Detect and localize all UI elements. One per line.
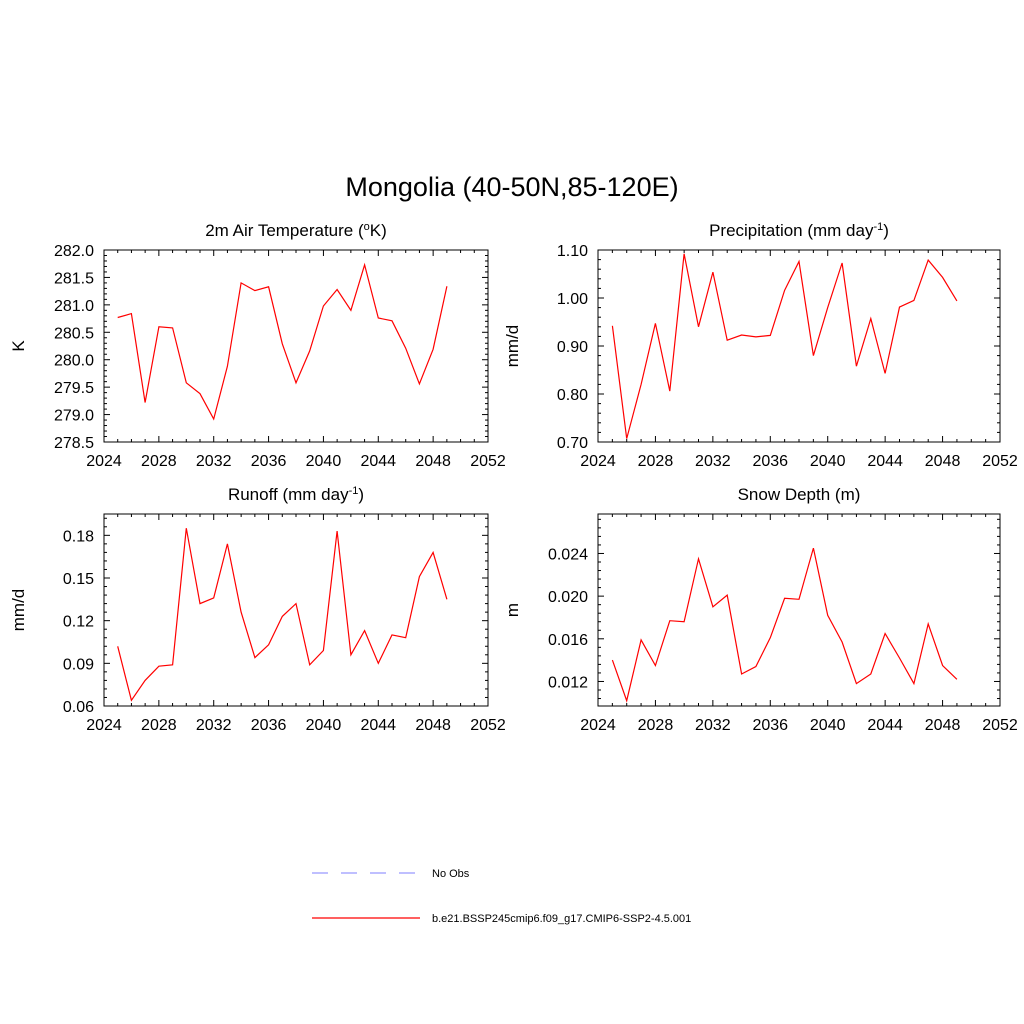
runoff-frame [103,513,489,707]
precipitation-xtick-label: 2052 [982,453,1018,470]
snow-depth-xtick-label: 2052 [982,717,1018,734]
runoff-ytick-label: 0.15 [63,571,94,588]
panel-runoff: Runoff (mm day-1) mm/d 2024 2028 2032 2036 204… [9,485,506,734]
snow-depth-title: Snow Depth (m) [738,485,861,504]
air-temperature-ytick-label: 279.5 [54,380,94,397]
precipitation-xtick-label: 2040 [810,453,846,470]
snow-depth-xtick-label: 2036 [752,717,788,734]
runoff-xtick-label: 2044 [360,717,396,734]
air-temperature-xtick-label: 2048 [415,453,451,470]
air-temperature-ytick-label: 280.0 [54,353,94,370]
snow-depth-xtick-label: 2040 [810,717,846,734]
air-temperature-xtick-label: 2052 [470,453,506,470]
legend: No Obs b.e21.BSSP245cmip6.f09_g17.CMIP6-… [312,868,691,925]
panel-precipitation: Precipitation (mm day-1) mm/d 2024 2028 2032… [503,221,1018,470]
air-temperature-ytick-label: 281.5 [54,270,94,287]
air-temperature-series-line [117,262,448,421]
panel-air-temperature: 2m Air Temperature (oK) K 2024 2028 2032 2036… [9,221,506,470]
snow-depth-xtick-label: 2032 [695,717,731,734]
snow-depth-xtick-label: 2048 [925,717,961,734]
figure-title: Mongolia (40-50N,85-120E) [345,172,678,202]
runoff-xtick-label: 2052 [470,717,506,734]
runoff-ytick-label: 0.09 [63,656,94,673]
snow-depth-xtick-label: 2044 [867,717,903,734]
air-temperature-ylabel: K [9,340,28,352]
precipitation-xtick-label: 2048 [925,453,961,470]
precipitation-xtick-label: 2028 [638,453,674,470]
air-temperature-xtick-label: 2032 [196,453,232,470]
runoff-ytick-label: 0.12 [63,614,94,631]
snow-depth-xtick-label: 2028 [638,717,674,734]
air-temperature-ytick-label: 281.0 [54,298,94,315]
air-temperature-ytick-label: 279.0 [54,408,94,425]
snow-depth-ylabel: m [503,603,522,617]
runoff-xtick-label: 2048 [415,717,451,734]
air-temperature-title: 2m Air Temperature (oK) [205,221,387,240]
runoff-title: Runoff (mm day-1) [228,485,364,504]
air-temperature-xtick-label: 2040 [306,453,342,470]
snow-depth-xtick-label: 2024 [580,717,616,734]
runoff-xtick-label: 2036 [251,717,287,734]
runoff-xtick-label: 2040 [306,717,342,734]
air-temperature-xtick-label: 2028 [141,453,177,470]
air-temperature-xtick-label: 2024 [86,453,122,470]
precipitation-xtick-label: 2044 [867,453,903,470]
precipitation-ytick-label: 1.10 [557,243,588,260]
precipitation-ytick-label: 0.80 [557,387,588,404]
panel-snow-depth: Snow Depth (m) m 2024 2028 2032 2036 2040 2044 2… [503,485,1018,734]
air-temperature-ytick-label: 280.5 [54,325,94,342]
runoff-xtick-label: 2024 [86,717,122,734]
snow-depth-ytick-label: 0.016 [548,632,588,649]
snow-depth-series-line [611,547,958,703]
legend-model-label: b.e21.BSSP245cmip6.f09_g17.CMIP6-SSP2-4.… [432,913,691,925]
precipitation-ylabel: mm/d [503,325,522,368]
snow-depth-frame [597,513,1001,707]
legend-obs-label: No Obs [432,868,470,880]
runoff-xtick-label: 2032 [196,717,232,734]
precipitation-xtick-label: 2036 [752,453,788,470]
runoff-ylabel: mm/d [9,589,28,632]
snow-depth-ytick-label: 0.020 [548,589,588,606]
precipitation-series-line [611,253,958,439]
runoff-series-line [117,528,448,702]
precipitation-ytick-label: 0.90 [557,339,588,356]
precipitation-title: Precipitation (mm day-1) [709,221,889,240]
runoff-ytick-label: 0.18 [63,528,94,545]
air-temperature-xtick-label: 2036 [251,453,287,470]
runoff-xtick-label: 2028 [141,717,177,734]
precipitation-ytick-label: 1.00 [557,291,588,308]
runoff-ytick-label: 0.06 [63,699,94,716]
precipitation-ytick-label: 0.70 [557,435,588,452]
air-temperature-xtick-label: 2044 [360,453,396,470]
precipitation-xtick-label: 2024 [580,453,616,470]
snow-depth-ytick-label: 0.024 [548,546,588,563]
air-temperature-frame [103,249,489,443]
air-temperature-ytick-label: 278.5 [54,435,94,452]
precipitation-frame [597,249,1001,443]
precipitation-xtick-label: 2032 [695,453,731,470]
air-temperature-ytick-label: 282.0 [54,243,94,260]
snow-depth-ytick-label: 0.012 [548,674,588,691]
